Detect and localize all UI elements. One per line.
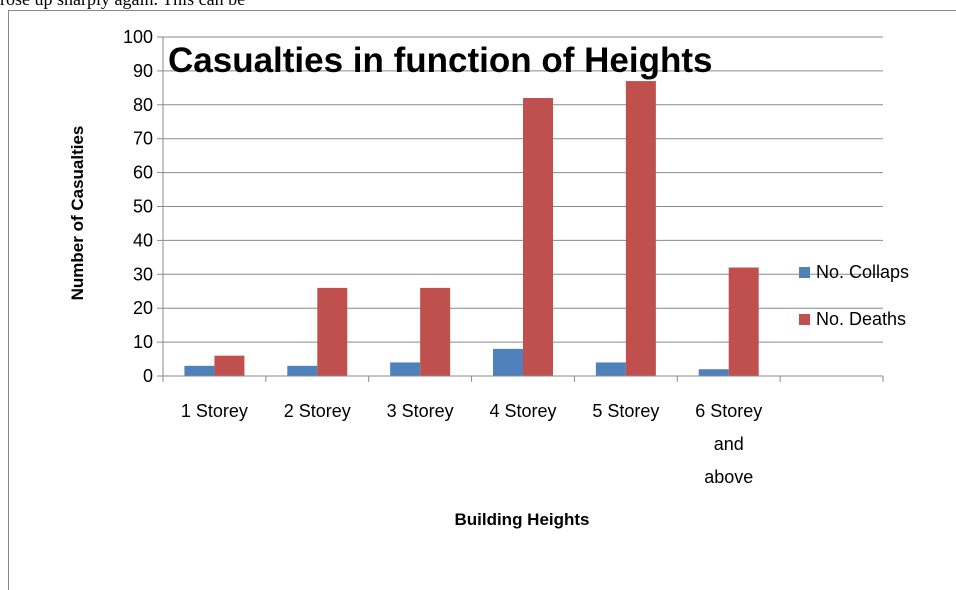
- legend: No. Collaps No. Deaths: [799, 262, 909, 329]
- y-axis-title: Number of Casualties: [68, 126, 87, 301]
- bar-collaps: [595, 362, 626, 376]
- x-tick-label: above: [704, 467, 753, 487]
- x-tick-label: 6 Storey: [695, 401, 762, 421]
- y-tick-label: 70: [133, 129, 153, 149]
- x-tick-label: 5 Storey: [592, 401, 659, 421]
- x-tick-label: 4 Storey: [489, 401, 556, 421]
- bar-collaps: [493, 348, 523, 376]
- y-tick-label: 100: [123, 27, 153, 47]
- bar-deaths: [420, 287, 451, 376]
- bar-deaths: [523, 98, 553, 377]
- legend-label: No. Collaps: [816, 262, 909, 282]
- bar-collaps: [184, 365, 215, 376]
- bar-deaths: [728, 267, 759, 376]
- bar-collaps: [698, 369, 729, 376]
- legend-swatch: [799, 267, 810, 278]
- x-tick-label: 3 Storey: [387, 401, 454, 421]
- chart-frame: [8, 10, 956, 590]
- x-tick-label: 2 Storey: [284, 401, 351, 421]
- y-tick-label: 50: [133, 197, 153, 217]
- bar-collaps: [390, 362, 421, 376]
- legend-swatch: [799, 314, 810, 325]
- y-tick-label: 80: [133, 95, 153, 115]
- y-axis-ticks: 0 10 20 30 40 50 60 70 80 90 100: [123, 27, 163, 386]
- axes: [162, 37, 884, 382]
- bar-deaths: [317, 287, 348, 376]
- x-tick-label: 1 Storey: [181, 401, 248, 421]
- x-axis-ticks: 1 Storey 2 Storey 3 Storey 4 Storey 5 Storey…: [181, 401, 762, 487]
- legend-label: No. Deaths: [816, 309, 906, 329]
- page-top-text: rose up sharply again. This can be: [0, 0, 245, 10]
- chart-title: Casualties in function of Heights: [168, 41, 712, 80]
- y-tick-label: 90: [133, 61, 153, 81]
- bar-collaps: [287, 365, 318, 376]
- y-tick-label: 20: [133, 298, 153, 318]
- bar-chart: 0 10 20 30 40 50 60 70 80 90 100 1 Storey 2 Storey 3…: [68, 27, 909, 529]
- x-axis-title: Building Heights: [454, 510, 589, 529]
- y-tick-label: 10: [133, 332, 153, 352]
- y-tick-label: 60: [133, 163, 153, 183]
- y-tick-label: 0: [143, 366, 153, 386]
- bar-deaths: [214, 355, 245, 376]
- bar-deaths: [625, 81, 656, 376]
- bars: [184, 81, 759, 377]
- y-tick-label: 40: [133, 230, 153, 250]
- y-tick-label: 30: [133, 264, 153, 284]
- x-tick-label: and: [714, 434, 744, 454]
